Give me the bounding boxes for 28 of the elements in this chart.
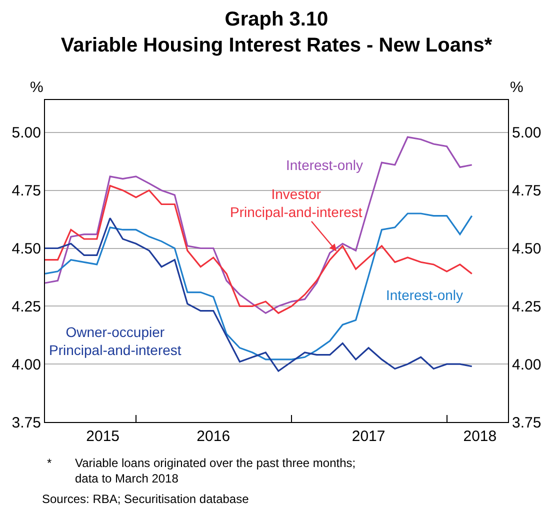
y-axis-title: % [30,79,44,96]
y-tick-label: 4.25 [12,298,41,316]
x-tick-label: 2016 [196,428,230,445]
x-tick-label: 2018 [463,428,497,445]
y-tick-label: 4.75 [12,182,41,200]
line-series [45,184,473,314]
text: * Variable loans originated over the past three months; data to March 2018 [47,456,356,486]
text: Investor Principal-and-interest [230,186,362,220]
y2-tick-label: 3.75 [512,414,542,432]
y2-tick-label: 4.25 [512,298,542,316]
series-label: Interest-only [386,287,464,303]
chart-title: Graph 3.10 [224,8,328,31]
chart-subtitle: Variable Housing Interest Rates - New Loans* [60,34,492,57]
y2-tick-label: 4.50 [512,240,542,258]
y-tick-label: 5.00 [12,124,41,142]
y2-tick-label: 5.00 [512,124,542,142]
line-series [45,136,473,314]
x-tick-label: 2017 [352,428,386,445]
series-label: Owner-occupier Principal-and-interest [49,324,182,358]
source-note: Sources: RBA; Securitisation database [42,492,250,506]
series-label: Interest-only [286,157,364,173]
x-tick-label: 2015 [86,428,120,445]
y-tick-label: 3.75 [12,414,41,432]
y2-tick-label: 4.75 [512,182,542,200]
y-tick-label: 4.50 [12,240,41,258]
y-tick-label: 4.00 [12,356,41,374]
y2-axis-title: % [510,79,524,96]
y2-tick-label: 4.00 [512,356,542,374]
